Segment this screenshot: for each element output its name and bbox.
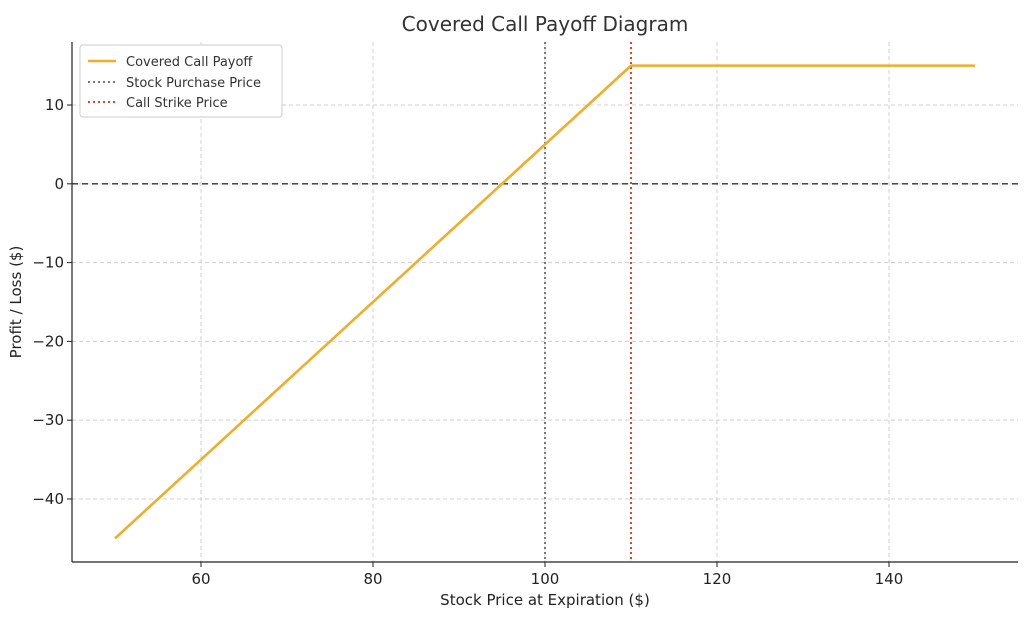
legend-box [79,44,283,118]
chart-title: Covered Call Payoff Diagram [402,12,689,36]
y-tick-label-0: −40 [32,490,64,508]
legend: Covered Call Payoff Stock Purchase Price… [79,44,283,118]
reference-lines [72,42,1018,562]
x-tick-label-3: 120 [703,570,732,588]
y-tick-label-2: −20 [32,332,64,350]
y-tick-label-5: 10 [45,96,64,114]
x-tick-label-1: 80 [363,570,382,588]
x-axis-label: Stock Price at Expiration ($) [440,591,650,609]
x-tick-label-4: 140 [875,570,904,588]
series-line-covered-call-payoff [114,64,975,540]
x-tick-label-2: 100 [531,570,560,588]
y-tick-label-1: −30 [32,411,64,429]
series-layer [114,64,975,540]
y-ticks: −40 −30 −20 −10 0 10 [32,96,72,508]
legend-label-strike: Call Strike Price [126,96,228,111]
legend-label-purchase: Stock Purchase Price [126,76,261,91]
y-tick-label-3: −10 [32,254,64,272]
y-tick-label-4: 0 [54,175,64,193]
x-tick-label-0: 60 [191,570,210,588]
y-axis-label: Profit / Loss ($) [7,246,25,359]
x-ticks: 60 80 100 120 140 [191,562,903,588]
legend-label-payoff: Covered Call Payoff [126,55,253,70]
